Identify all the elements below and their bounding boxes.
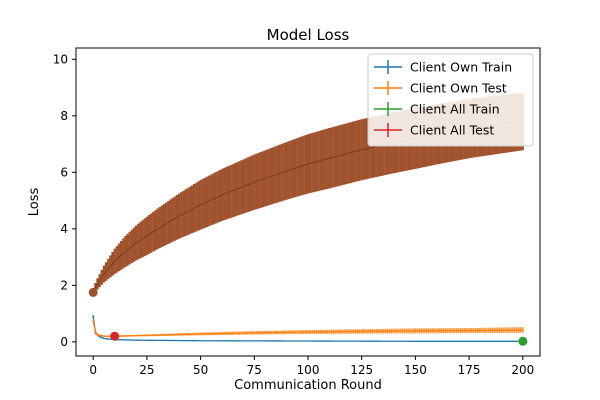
x-tick-label: 200 bbox=[511, 363, 534, 377]
y-tick-label: 6 bbox=[60, 165, 68, 179]
legend: Client Own Train Client Own Test Client Al… bbox=[367, 53, 534, 147]
x-axis-label: Communication Round bbox=[234, 378, 382, 393]
x-tick-label: 25 bbox=[139, 363, 154, 377]
y-axis-label: Loss bbox=[27, 188, 42, 217]
legend-entry-label: Client All Test bbox=[410, 123, 494, 138]
y-tick-label: 10 bbox=[53, 52, 68, 66]
series-client-own-train bbox=[92, 315, 524, 342]
x-axis: 0 25 50 75 100 125 150 175 200 bbox=[89, 356, 534, 377]
legend-entry-label: Client Own Test bbox=[410, 81, 507, 96]
y-tick-label: 8 bbox=[60, 109, 68, 123]
x-tick-label: 100 bbox=[297, 363, 320, 377]
series-line bbox=[92, 316, 523, 342]
x-tick-label: 75 bbox=[247, 363, 262, 377]
x-tick-label: 50 bbox=[193, 363, 208, 377]
data-point-marker bbox=[110, 331, 120, 341]
x-tick-label: 125 bbox=[350, 363, 373, 377]
x-tick-label: 150 bbox=[404, 363, 427, 377]
y-tick-label: 0 bbox=[60, 335, 68, 349]
chart-title: Model Loss bbox=[267, 26, 350, 44]
legend-box bbox=[367, 53, 534, 147]
series-line bbox=[92, 320, 523, 337]
legend-entry-label: Client Own Train bbox=[410, 60, 512, 75]
legend-entry-label: Client All Train bbox=[410, 102, 500, 117]
y-tick-label: 2 bbox=[60, 278, 68, 292]
data-point-marker bbox=[518, 336, 528, 346]
y-tick-label: 4 bbox=[60, 222, 68, 236]
y-axis: 0 2 4 6 8 10 bbox=[53, 52, 76, 349]
data-point-marker bbox=[88, 287, 98, 297]
x-tick-label: 0 bbox=[89, 363, 97, 377]
x-tick-label: 175 bbox=[458, 363, 481, 377]
